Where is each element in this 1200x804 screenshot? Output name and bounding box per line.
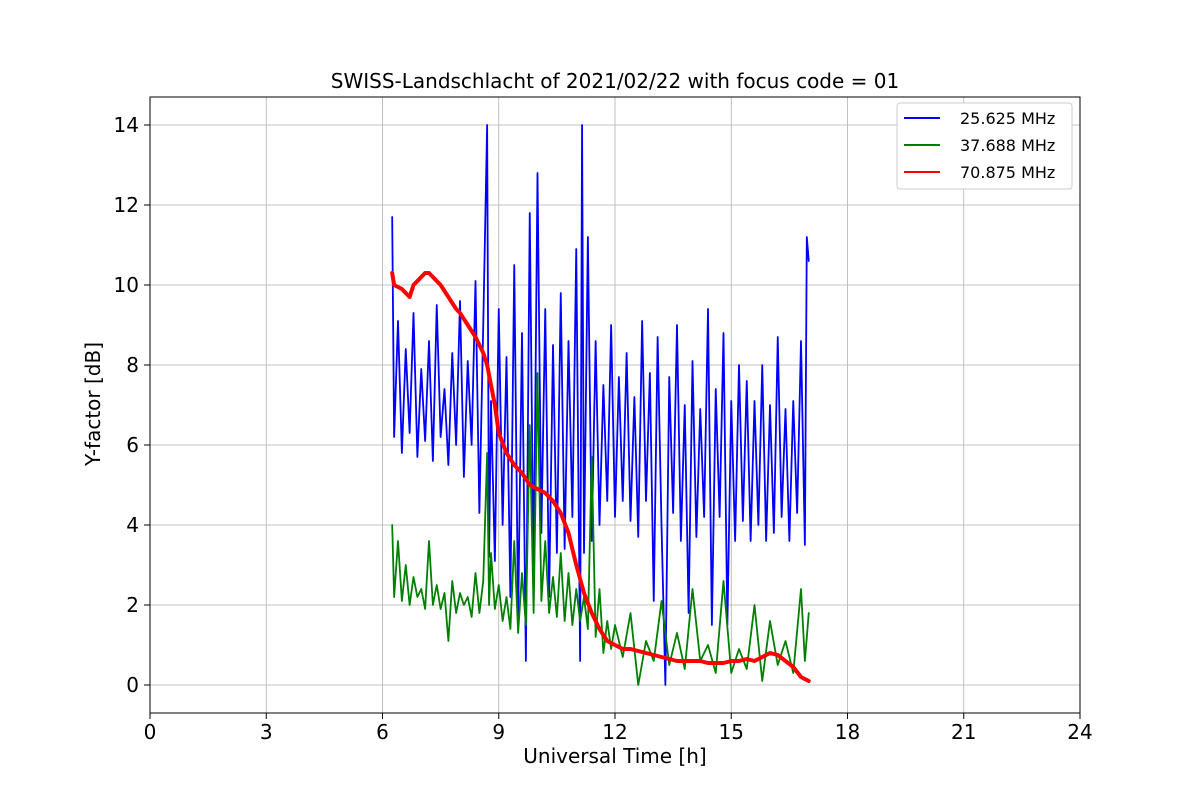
legend-label-70-875-mhz: 70.875 MHz xyxy=(960,163,1055,182)
x-tick-label: 12 xyxy=(602,720,627,744)
x-tick-label: 18 xyxy=(835,720,860,744)
x-tick-label: 0 xyxy=(144,720,157,744)
y-tick-label: 2 xyxy=(126,593,139,617)
series-layer xyxy=(390,124,811,686)
legend: 25.625 MHz 37.688 MHz 70.875 MHz xyxy=(896,102,1073,190)
x-tick-label: 24 xyxy=(1067,720,1092,744)
x-axis-label: Universal Time [h] xyxy=(523,744,706,768)
series-25-625-mhz xyxy=(391,124,810,686)
y-tick-label: 10 xyxy=(114,273,139,297)
y-tick-label: 0 xyxy=(126,673,139,697)
x-tick-label: 6 xyxy=(376,720,389,744)
x-tick-label: 9 xyxy=(492,720,505,744)
chart-title: SWISS-Landschlacht of 2021/02/22 with fo… xyxy=(331,69,899,93)
x-tick-label: 15 xyxy=(719,720,744,744)
y-tick-label: 6 xyxy=(126,433,139,457)
series-37-688-mhz xyxy=(391,372,810,686)
y-tick-label: 12 xyxy=(114,193,139,217)
legend-label-37-688-mhz: 37.688 MHz xyxy=(960,136,1055,155)
legend-label-25-625-mhz: 25.625 MHz xyxy=(960,109,1055,128)
legend-box xyxy=(896,102,1073,190)
y-tick-label: 8 xyxy=(126,353,139,377)
series-70-875-mhz xyxy=(390,271,811,683)
x-tick-label: 21 xyxy=(951,720,976,744)
y-tick-label: 14 xyxy=(114,113,139,137)
y-axis-label: Y-factor [dB] xyxy=(81,342,105,467)
y-tick-label: 4 xyxy=(126,513,139,537)
x-tick-label: 3 xyxy=(260,720,273,744)
